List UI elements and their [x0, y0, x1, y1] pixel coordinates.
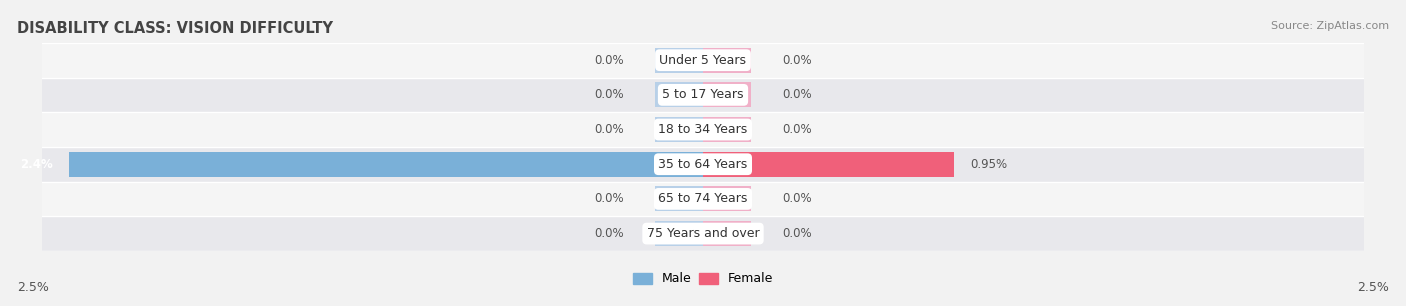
- Text: 0.0%: 0.0%: [782, 123, 811, 136]
- Text: 0.0%: 0.0%: [782, 88, 811, 101]
- Bar: [703, 152, 955, 177]
- Text: 0.0%: 0.0%: [595, 123, 624, 136]
- Text: 0.0%: 0.0%: [782, 192, 811, 205]
- Bar: [42, 147, 1364, 181]
- Text: 0.0%: 0.0%: [782, 54, 811, 67]
- Text: 35 to 64 Years: 35 to 64 Years: [658, 158, 748, 171]
- Bar: [42, 181, 1364, 216]
- Text: 2.5%: 2.5%: [1357, 281, 1389, 294]
- Text: 2.4%: 2.4%: [20, 158, 53, 171]
- Text: 75 Years and over: 75 Years and over: [647, 227, 759, 240]
- Text: 0.0%: 0.0%: [595, 54, 624, 67]
- Text: 18 to 34 Years: 18 to 34 Years: [658, 123, 748, 136]
- Text: Source: ZipAtlas.com: Source: ZipAtlas.com: [1271, 21, 1389, 32]
- Text: Under 5 Years: Under 5 Years: [659, 54, 747, 67]
- Bar: [703, 117, 751, 142]
- Bar: [703, 186, 751, 211]
- Bar: [655, 117, 703, 142]
- Bar: [703, 48, 751, 73]
- Text: 0.95%: 0.95%: [970, 158, 1007, 171]
- Bar: [42, 216, 1364, 251]
- Bar: [655, 48, 703, 73]
- Text: 65 to 74 Years: 65 to 74 Years: [658, 192, 748, 205]
- Text: 2.5%: 2.5%: [17, 281, 49, 294]
- Bar: [69, 152, 703, 177]
- Text: 0.0%: 0.0%: [595, 227, 624, 240]
- Bar: [655, 221, 703, 246]
- Legend: Male, Female: Male, Female: [628, 267, 778, 290]
- Bar: [703, 221, 751, 246]
- Bar: [42, 43, 1364, 77]
- Text: DISABILITY CLASS: VISION DIFFICULTY: DISABILITY CLASS: VISION DIFFICULTY: [17, 21, 333, 36]
- Text: 5 to 17 Years: 5 to 17 Years: [662, 88, 744, 101]
- Bar: [655, 82, 703, 107]
- Text: 0.0%: 0.0%: [595, 88, 624, 101]
- Bar: [42, 77, 1364, 112]
- Bar: [42, 112, 1364, 147]
- Bar: [703, 82, 751, 107]
- Bar: [655, 186, 703, 211]
- Text: 0.0%: 0.0%: [782, 227, 811, 240]
- Text: 0.0%: 0.0%: [595, 192, 624, 205]
